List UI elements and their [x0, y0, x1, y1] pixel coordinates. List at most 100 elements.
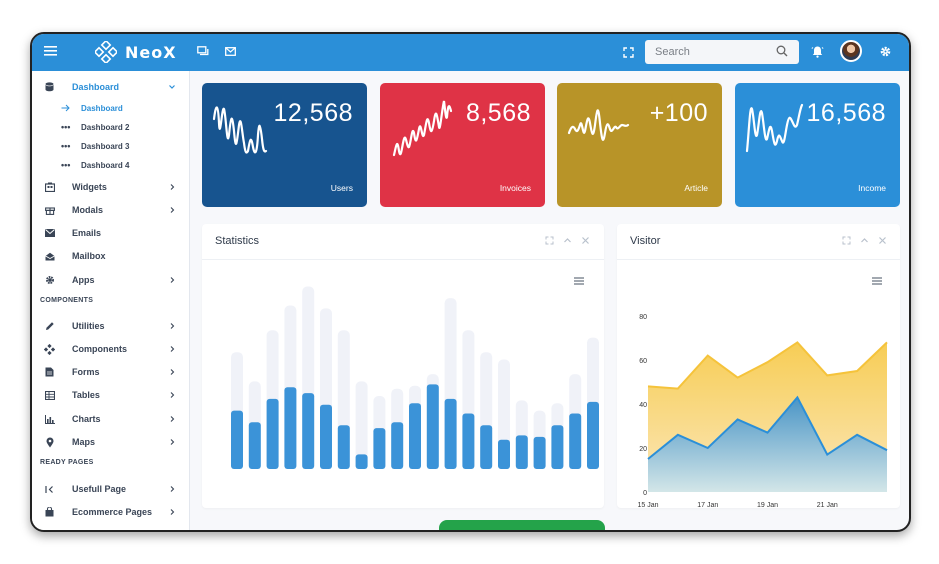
bar — [533, 436, 546, 469]
sidebar-item-label: Maps — [72, 437, 96, 447]
sidebar-item-label: Usefull Page — [72, 484, 127, 494]
stat-value: +100 — [649, 99, 708, 127]
statistics-bar-chart — [231, 286, 599, 469]
sidebar-item-ecommerce-pages[interactable]: Ecommerce Pages — [32, 502, 190, 522]
chevron-right-icon — [170, 392, 175, 398]
sidebar-item-label: Widgets — [72, 182, 107, 192]
bar — [355, 454, 368, 469]
sidebar-item-widgets[interactable]: Widgets — [32, 177, 190, 197]
sidebar-item-modals[interactable]: Modals — [32, 200, 190, 220]
sidebar-item-apps[interactable]: Apps — [32, 270, 190, 290]
brand[interactable]: NeoX — [95, 41, 177, 63]
sidebar-item-forms[interactable]: Forms — [32, 362, 190, 382]
inbox-icon — [44, 251, 55, 262]
expand-icon[interactable] — [545, 236, 554, 245]
close-icon[interactable] — [581, 236, 590, 245]
top-bar: NeoX — [32, 34, 909, 71]
chevron-right-icon — [170, 416, 175, 422]
sidebar-item-label: Forms — [72, 367, 100, 377]
bar — [409, 403, 421, 469]
sidebar-item-tables[interactable]: Tables — [32, 385, 190, 405]
stat-card-users[interactable]: 12,568 Users — [202, 83, 367, 207]
bar — [587, 401, 599, 469]
bar — [302, 393, 315, 469]
panel-title: Statistics — [215, 235, 260, 247]
sidebar-subitem-dashboard-4[interactable]: ••• Dashboard 4 — [61, 160, 130, 170]
bar — [480, 425, 493, 469]
dots-icon: ••• — [61, 160, 71, 170]
dots-icon: ••• — [61, 141, 71, 151]
series-line — [647, 341, 888, 390]
sparkline-icon — [212, 106, 268, 154]
bell-icon[interactable] — [811, 45, 824, 58]
expand-icon[interactable] — [842, 236, 851, 245]
sidebar-item-maps[interactable]: Maps — [32, 432, 190, 452]
chevron-up-icon[interactable] — [860, 236, 869, 245]
stat-card-income[interactable]: 16,568 Income — [735, 83, 900, 207]
sidebar-item-emails[interactable]: Emails — [32, 223, 190, 243]
shopping-bag-icon — [44, 507, 55, 518]
stat-value: 12,568 — [273, 99, 353, 127]
search-input[interactable] — [645, 40, 799, 64]
chevron-right-icon — [170, 369, 175, 375]
chat-icon[interactable] — [197, 46, 209, 57]
visitor-area-chart: 0 20 40 60 80 15 Jan 17 Jan 19 Jan 21 Jan — [637, 314, 888, 508]
x-tick-label: 15 Jan — [637, 502, 658, 508]
chart-menu-icon[interactable] — [872, 277, 882, 285]
bar — [231, 410, 243, 469]
bar — [320, 404, 332, 469]
sidebar-item-usefull-page[interactable]: Usefull Page — [32, 479, 190, 499]
sidebar-subitem-dashboard-2[interactable]: ••• Dashboard 2 — [61, 122, 130, 132]
avatar[interactable] — [840, 40, 862, 62]
x-tick-label: 19 Jan — [757, 502, 778, 508]
section-components: COMPONENTS — [40, 297, 94, 304]
menu-icon[interactable] — [44, 45, 57, 56]
panel-title: Visitor — [630, 235, 661, 247]
form-icon — [44, 367, 55, 378]
chevron-down-icon — [169, 85, 175, 89]
bar — [337, 425, 350, 469]
bar — [444, 398, 457, 469]
gift-icon — [44, 205, 55, 216]
chevron-right-icon — [170, 184, 175, 190]
sidebar-item-utilities[interactable]: Utilities — [32, 316, 190, 336]
panel-tools — [842, 236, 887, 245]
mail-icon[interactable] — [225, 47, 236, 56]
bar — [248, 422, 261, 469]
green-action-button[interactable] — [439, 520, 605, 530]
chevron-up-icon[interactable] — [563, 236, 572, 245]
y-tick-label: 80 — [639, 314, 647, 321]
chart-menu-icon[interactable] — [574, 277, 584, 285]
y-tick-label: 20 — [639, 446, 647, 453]
sidebar-item-label: Components — [72, 344, 127, 354]
sidebar-item-components[interactable]: Components — [32, 339, 190, 359]
arrow-right-icon — [61, 104, 70, 112]
bar — [462, 413, 475, 469]
chevron-right-icon — [170, 486, 175, 492]
sidebar-item-charts[interactable]: Charts — [32, 409, 190, 429]
gear-icon[interactable] — [879, 45, 892, 58]
search-icon[interactable] — [776, 44, 788, 62]
bar — [373, 428, 386, 469]
sidebar-item-label: Emails — [72, 228, 102, 238]
close-icon[interactable] — [878, 236, 887, 245]
sidebar-item-dashboard[interactable]: Dashboard — [32, 77, 190, 97]
bar — [426, 384, 439, 469]
stat-label: Article — [684, 183, 708, 193]
bar — [266, 398, 279, 469]
area-fill — [648, 397, 887, 492]
sidebar-item-label: Utilities — [72, 321, 105, 331]
y-tick-label: 40 — [639, 402, 647, 409]
sidebar-item-mailbox[interactable]: Mailbox — [32, 246, 190, 266]
stat-card-article[interactable]: +100 Article — [557, 83, 722, 207]
x-tick-label: 17 Jan — [697, 502, 718, 508]
sidebar-item-label: Charts — [72, 414, 101, 424]
sidebar: Dashboard Dashboard ••• Dashboard 2 ••• … — [32, 71, 190, 530]
map-pin-icon — [44, 437, 55, 448]
chevron-right-icon — [170, 346, 175, 352]
stat-card-invoices[interactable]: 8,568 Invoices — [380, 83, 545, 207]
sidebar-item-label: Dashboard — [72, 82, 120, 92]
fullscreen-icon[interactable] — [623, 47, 634, 58]
sidebar-subitem-dashboard-3[interactable]: ••• Dashboard 3 — [61, 141, 130, 151]
sidebar-subitem-dashboard[interactable]: Dashboard — [32, 100, 190, 116]
